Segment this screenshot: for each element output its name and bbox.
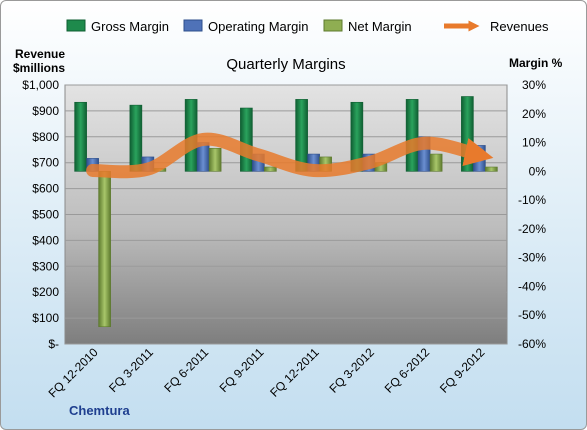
left-tick-label: $- [48, 337, 59, 351]
net-margin-bar [485, 166, 498, 172]
left-tick-label: $300 [32, 259, 59, 273]
left-axis-title-line2: $millions [13, 61, 65, 75]
gross-margin-bar [461, 96, 474, 172]
left-tick-label: $900 [32, 104, 59, 118]
legend-label-gross-margin: Gross Margin [91, 19, 169, 34]
right-tick-label: 30% [522, 78, 546, 92]
net-margin-bar [264, 166, 277, 172]
legend-item-operating-margin: Operating Margin [183, 19, 308, 34]
left-tick-label: $1,000 [22, 78, 59, 92]
legend-label-revenues: Revenues [490, 19, 549, 34]
right-tick-label: -60% [518, 337, 546, 351]
revenues-line [86, 132, 494, 179]
legend-label-operating-margin: Operating Margin [208, 19, 308, 34]
x-tick-label: FQ 6-2011 [161, 345, 211, 395]
revenue-series [86, 132, 494, 179]
x-tick-label: FQ 3-2011 [106, 345, 156, 395]
right-tick-label: -50% [518, 308, 546, 322]
left-tick-label: $100 [32, 311, 59, 325]
x-tick-label: FQ 12-2010 [46, 345, 101, 400]
x-tick-label: FQ 9-2011 [217, 345, 267, 395]
right-tick-label: 20% [522, 107, 546, 121]
gross-margin-bar [74, 101, 87, 172]
x-axis: FQ 12-2010 FQ 3-2011 FQ 6-2011 FQ 9-2011 FQ … [46, 345, 488, 400]
net-margin-bar [98, 171, 111, 328]
x-tick-label: FQ 6-2012 [382, 345, 433, 396]
right-tick-label: -30% [518, 251, 546, 265]
legend-label-net-margin: Net Margin [348, 19, 412, 34]
right-tick-label: -40% [518, 279, 546, 293]
left-tick-label: $400 [32, 233, 59, 247]
left-tick-label: $600 [32, 182, 59, 196]
company-label: Chemtura [69, 403, 130, 418]
gross-margin-bar [405, 99, 419, 172]
legend-item-gross-margin: Gross Margin [66, 19, 169, 34]
legend: Gross Margin Operating Margin Net Margin… [66, 19, 549, 34]
x-tick-label: FQ 3-2012 [327, 345, 378, 396]
right-axis: -60% -50% -40% -30% -20% -10% 0% 10% 20% 30% [518, 78, 546, 351]
right-tick-label: -20% [518, 222, 546, 236]
left-tick-label: $700 [32, 156, 59, 170]
legend-swatch-operating-margin [183, 19, 203, 32]
gross-margin-bar [129, 104, 143, 172]
legend-swatch-net-margin [323, 19, 343, 32]
legend-item-net-margin: Net Margin [323, 19, 412, 34]
x-tick-label: FQ 9-2012 [437, 345, 488, 396]
right-axis-title: Margin % [509, 56, 563, 70]
gross-margin-bar [295, 99, 308, 172]
left-axis: $- $100 $200 $300 $400 $500 $600 $700 $800 $900 $1… [22, 78, 59, 351]
x-tick-label: FQ 12-2011 [267, 345, 322, 400]
legend-swatch-gross-margin [66, 19, 86, 32]
left-axis-title-line1: Revenue [15, 47, 65, 61]
chart-title: Quarterly Margins [226, 56, 345, 73]
gross-margin-bar [240, 107, 253, 172]
left-tick-label: $500 [32, 208, 59, 222]
left-tick-label: $200 [32, 285, 59, 299]
net-margin-bar [208, 148, 222, 172]
legend-item-revenues: Revenues [444, 19, 549, 34]
right-tick-label: -10% [518, 193, 546, 207]
left-tick-label: $800 [32, 130, 59, 144]
right-tick-label: 0% [529, 164, 547, 178]
right-tick-label: 10% [522, 136, 546, 150]
net-margin-bar [429, 153, 443, 172]
